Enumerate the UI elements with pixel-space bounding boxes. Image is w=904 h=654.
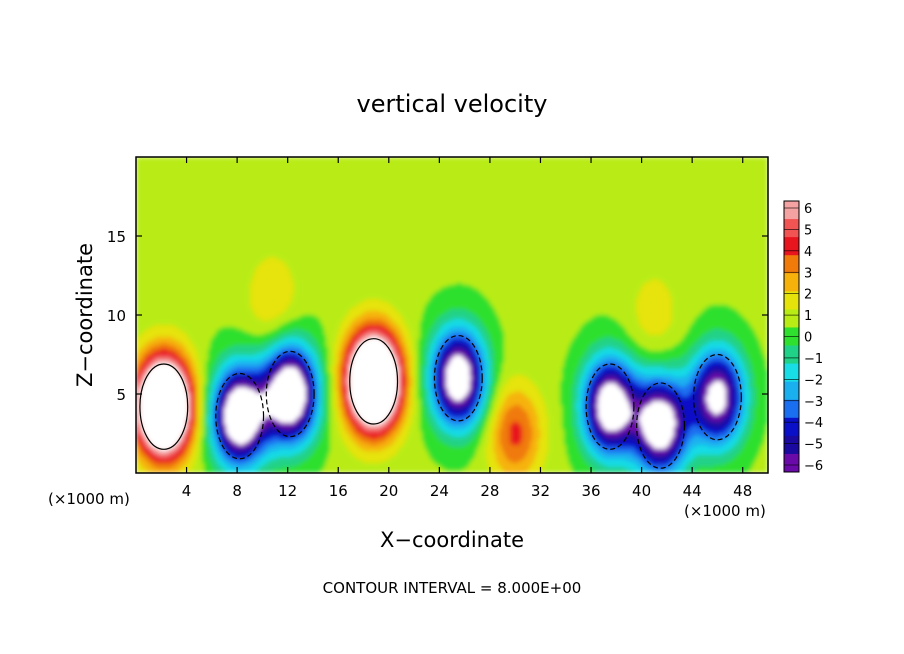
x-tick-label: 8 bbox=[232, 482, 242, 500]
y-axis-label: Z−coordinate bbox=[73, 243, 97, 387]
x-tick-label: 40 bbox=[632, 482, 651, 500]
x-tick-label: 48 bbox=[733, 482, 752, 500]
x-tick-label: 16 bbox=[329, 482, 348, 500]
contour-interval-note: CONTOUR INTERVAL = 8.000E+00 bbox=[323, 579, 582, 597]
colorbar-label: 1 bbox=[804, 309, 812, 324]
x-tick-label: 28 bbox=[480, 482, 499, 500]
colorbar-swatch bbox=[784, 255, 799, 274]
velocity-field-image bbox=[136, 157, 768, 473]
colorbar-label: 0 bbox=[804, 331, 812, 346]
x-tick-label: 36 bbox=[581, 482, 600, 500]
x-tick-label: 44 bbox=[683, 482, 702, 500]
downdraft-contour bbox=[692, 353, 742, 441]
x-tick-label: 12 bbox=[278, 482, 297, 500]
downdraft-contour bbox=[265, 350, 315, 438]
y-tick-label: 10 bbox=[107, 307, 126, 325]
x-axis-ticks: 4 8 12 16 20 24 28 32 36 40 44 48 bbox=[182, 157, 752, 500]
downdraft-contour bbox=[636, 382, 686, 469]
colorbar-label: −3 bbox=[804, 395, 823, 410]
colorbar: 6 5 4 3 2 1 0 −1 −2 −3 −4 −5 −6 bbox=[783, 200, 823, 474]
colorbar-label: −2 bbox=[804, 373, 823, 388]
colorbar-label: −4 bbox=[804, 416, 823, 431]
y-tick-label: 15 bbox=[107, 228, 126, 246]
colorbar-swatch bbox=[784, 363, 799, 383]
colorbar-label: 3 bbox=[804, 266, 812, 281]
colorbar-swatch bbox=[784, 345, 799, 364]
colorbar-swatch bbox=[784, 435, 799, 455]
colorbar-swatch bbox=[784, 417, 799, 437]
x-tick-label: 32 bbox=[531, 482, 550, 500]
colorbar-label: −5 bbox=[804, 438, 823, 453]
x-tick-label: 20 bbox=[379, 482, 398, 500]
colorbar-swatch bbox=[784, 219, 799, 238]
updraft-contour bbox=[139, 363, 189, 450]
colorbar-swatch bbox=[784, 453, 799, 473]
colorbar-swatch bbox=[784, 237, 799, 256]
colorbar-swatch bbox=[784, 291, 799, 310]
colorbar-label: 4 bbox=[804, 245, 812, 260]
colorbar-swatch bbox=[784, 273, 799, 292]
x-tick-label: 24 bbox=[430, 482, 449, 500]
y-axis-ticks: 5 10 15 bbox=[107, 228, 768, 404]
y-tick-label: 5 bbox=[116, 386, 126, 404]
colorbar-swatch bbox=[784, 201, 799, 220]
colorbar-label: −6 bbox=[804, 459, 823, 474]
x-unit-right: (×1000 m) bbox=[684, 502, 766, 520]
contour-lines bbox=[139, 334, 742, 469]
colorbar-swatch bbox=[784, 381, 799, 401]
colorbar-label: 5 bbox=[804, 223, 812, 238]
downdraft-contour bbox=[585, 363, 635, 450]
downdraft-contour bbox=[433, 334, 483, 422]
updraft-contour bbox=[349, 338, 399, 425]
colorbar-label: −1 bbox=[804, 352, 823, 367]
x-tick-label: 4 bbox=[182, 482, 192, 500]
colorbar-label: 6 bbox=[804, 202, 812, 217]
chart-title: vertical velocity bbox=[357, 90, 548, 118]
colorbar-swatch bbox=[784, 309, 799, 328]
downdraft-contour bbox=[215, 372, 265, 460]
x-unit-left: (×1000 m) bbox=[48, 490, 130, 508]
x-axis-label: X−coordinate bbox=[380, 528, 524, 552]
colorbar-label: 2 bbox=[804, 288, 812, 303]
colorbar-swatch bbox=[784, 399, 799, 419]
